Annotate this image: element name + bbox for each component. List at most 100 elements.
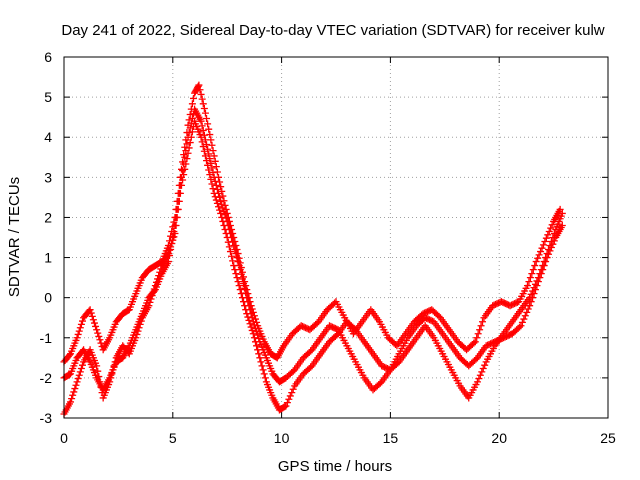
- data-point: [97, 339, 105, 347]
- y-tick-label: 5: [44, 89, 52, 105]
- data-point: [475, 375, 483, 383]
- data-point: [479, 365, 487, 373]
- data-point: [151, 282, 159, 290]
- data-point: [476, 371, 484, 379]
- data-point: [229, 257, 237, 265]
- data-point: [186, 124, 194, 132]
- data-point: [253, 342, 261, 350]
- data-point: [223, 234, 231, 241]
- chart-title: Day 241 of 2022, Sidereal Day-to-day VTE…: [61, 22, 604, 39]
- data-point: [528, 270, 536, 278]
- data-series: [60, 81, 566, 418]
- data-point: [149, 288, 157, 296]
- data-point: [542, 254, 550, 262]
- y-tick-label: -1: [40, 330, 53, 346]
- data-point: [132, 334, 140, 342]
- data-point: [530, 284, 538, 292]
- data-point: [289, 385, 297, 393]
- data-point: [236, 286, 244, 294]
- data-point: [250, 334, 258, 342]
- data-point: [218, 213, 226, 221]
- data-point: [254, 346, 262, 354]
- data-point: [214, 203, 222, 211]
- data-point: [136, 320, 144, 328]
- data-point: [255, 334, 263, 342]
- data-point: [207, 175, 215, 183]
- data-point: [478, 368, 486, 376]
- data-point: [205, 125, 213, 133]
- data-point: [168, 240, 176, 248]
- data-point: [185, 129, 193, 137]
- data-point: [529, 287, 537, 295]
- data-point: [534, 254, 542, 262]
- data-point: [222, 229, 230, 237]
- data-point: [86, 306, 94, 314]
- data-point: [65, 351, 73, 359]
- data-point: [68, 395, 76, 403]
- data-point: [203, 157, 211, 165]
- data-point: [198, 95, 206, 103]
- data-point: [242, 306, 250, 314]
- data-point: [96, 378, 104, 386]
- data-point: [88, 312, 96, 320]
- data-point: [245, 316, 253, 324]
- data-point: [217, 209, 225, 217]
- data-point: [537, 248, 545, 256]
- data-point: [549, 234, 557, 241]
- data-point: [203, 115, 211, 123]
- data-point: [243, 310, 251, 318]
- data-point: [261, 374, 269, 382]
- data-point: [107, 374, 115, 382]
- data-point: [536, 270, 544, 278]
- data-point: [241, 284, 249, 292]
- data-point: [545, 246, 553, 254]
- data-point: [234, 278, 242, 286]
- data-point: [106, 378, 114, 386]
- data-point: [75, 371, 83, 379]
- data-point: [282, 402, 290, 410]
- data-point: [195, 81, 203, 89]
- data-point: [234, 258, 242, 266]
- data-point: [260, 370, 268, 378]
- data-point: [78, 317, 86, 325]
- data-point: [220, 197, 228, 205]
- data-point: [542, 234, 550, 242]
- data-point: [155, 272, 163, 280]
- data-point: [73, 334, 81, 342]
- data-point: [90, 319, 98, 327]
- data-point: [226, 248, 234, 256]
- data-point: [186, 139, 194, 147]
- data-point: [238, 294, 246, 302]
- data-point: [77, 365, 85, 373]
- data-point: [527, 290, 535, 298]
- data-point: [148, 292, 156, 300]
- data-point: [523, 282, 531, 290]
- data-point: [246, 320, 254, 328]
- data-point: [222, 214, 230, 222]
- x-axis-label: GPS time / hours: [278, 458, 392, 475]
- data-point: [231, 266, 239, 274]
- data-point: [94, 329, 102, 337]
- data-point: [221, 225, 229, 233]
- data-point: [199, 143, 207, 151]
- data-point: [186, 110, 194, 118]
- data-point: [219, 192, 227, 200]
- data-point: [283, 399, 291, 407]
- data-point: [164, 250, 172, 258]
- data-point: [166, 246, 174, 254]
- data-point: [242, 289, 250, 297]
- data-point: [200, 104, 208, 112]
- data-point: [154, 275, 162, 283]
- y-tick-label: 1: [44, 250, 52, 266]
- data-point: [97, 383, 105, 391]
- data-point: [477, 322, 485, 330]
- data-point: [547, 224, 555, 232]
- data-point: [95, 373, 103, 381]
- data-point: [231, 246, 239, 254]
- data-point: [524, 305, 532, 313]
- x-tick-label: 20: [491, 430, 507, 446]
- plot-frame: [63, 56, 609, 419]
- data-point: [211, 193, 219, 201]
- data-point: [197, 133, 205, 141]
- data-point: [219, 217, 227, 225]
